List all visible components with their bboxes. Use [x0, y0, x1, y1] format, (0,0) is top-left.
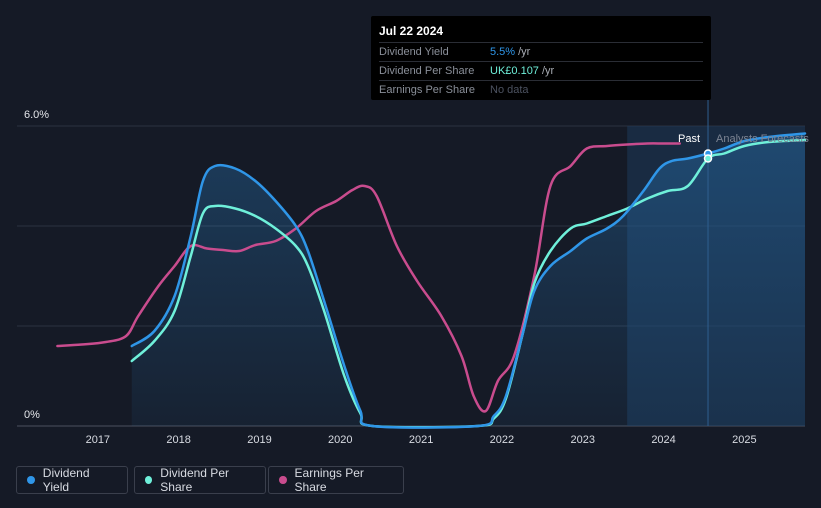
x-tick-label: 2019 [247, 434, 271, 446]
tooltip-date: Jul 22 2024 [379, 24, 444, 38]
tooltip-row-earnings-per-share: Earnings Per Share No data [379, 80, 703, 99]
x-tick-label: 2025 [732, 434, 756, 446]
tooltip-value: No data [490, 84, 529, 96]
legend-dot-icon [145, 476, 153, 484]
past-label: Past [678, 133, 700, 145]
tooltip-unit: /yr [541, 65, 555, 77]
x-tick-label: 2017 [86, 434, 110, 446]
legend-label: Dividend Yield [42, 466, 90, 494]
x-tick-label: 2024 [651, 434, 675, 446]
earnings-per-share-line [56, 142, 681, 413]
legend-earnings-per-share[interactable]: Earnings Per Share [268, 466, 404, 494]
tooltip-label: Dividend Yield [379, 46, 449, 58]
forecast-label: Analysts Forecasts [716, 133, 809, 145]
x-tick-label: 2023 [571, 434, 595, 446]
x-tick-label: 2022 [490, 434, 514, 446]
legend-label: Earnings Per Share [294, 466, 364, 494]
legend-dot-icon [279, 476, 287, 484]
tooltip-label: Dividend Per Share [379, 65, 475, 77]
tooltip-row-dividend-per-share: Dividend Per Share UK£0.107 /yr [379, 61, 703, 80]
x-tick-label: 2018 [166, 434, 190, 446]
point-marker [703, 154, 713, 163]
legend-dot-icon [27, 476, 35, 484]
tooltip-value: UK£0.107 [490, 65, 539, 77]
legend-dividend-per-share[interactable]: Dividend Per Share [134, 466, 266, 494]
y-tick-top: 6.0% [24, 109, 49, 121]
x-tick-label: 2021 [409, 434, 433, 446]
tooltip-unit: /yr [518, 46, 531, 58]
tooltip-label: Earnings Per Share [379, 84, 475, 96]
legend-label: Dividend Per Share [160, 466, 229, 494]
x-tick-label: 2020 [328, 434, 352, 446]
tooltip-value: 5.5% [490, 46, 516, 58]
legend-dividend-yield[interactable]: Dividend Yield [16, 466, 128, 494]
tooltip: Jul 22 2024 Dividend Yield 5.5% /yr Divi… [371, 16, 711, 100]
dividend-yield-line [130, 132, 807, 429]
dividend-yield-area [131, 133, 805, 428]
y-tick-bottom: 0% [24, 409, 40, 421]
tooltip-row-dividend-yield: Dividend Yield 5.5% /yr [379, 42, 703, 61]
